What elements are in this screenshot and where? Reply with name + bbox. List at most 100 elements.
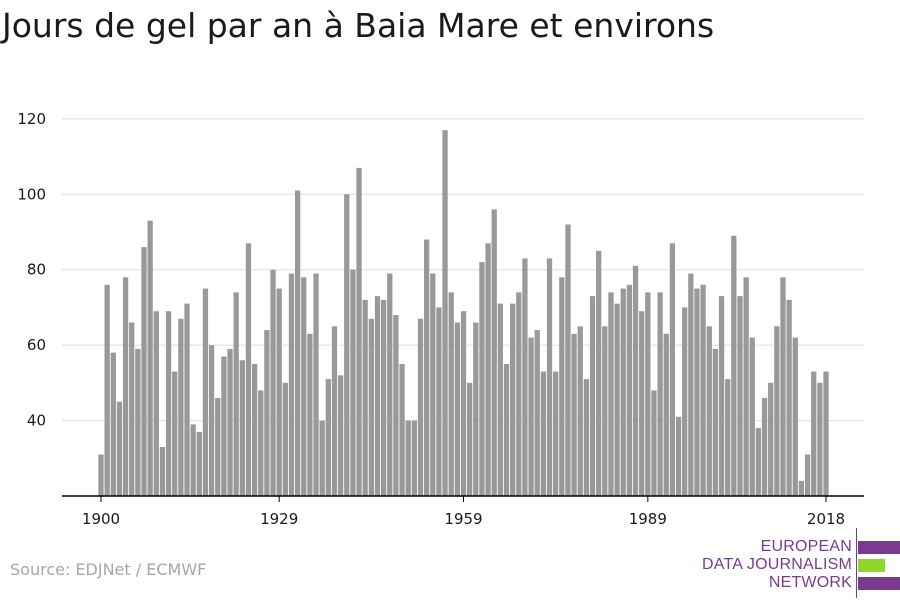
bar-1990 <box>651 390 657 496</box>
x-tick-label: 1929 <box>260 510 298 528</box>
bar-1962 <box>479 262 485 496</box>
bar-1933 <box>301 277 307 496</box>
bar-2009 <box>768 382 774 496</box>
bar-1926 <box>258 390 264 496</box>
bar-1938 <box>331 326 338 496</box>
source-note: Source: EDJNet / ECMWF <box>10 560 207 579</box>
bar-1953 <box>423 239 430 497</box>
bar-1966 <box>503 364 510 496</box>
bar-1979 <box>583 379 590 496</box>
bar-1976 <box>565 224 571 496</box>
bar-1917 <box>202 288 209 496</box>
bar-1992 <box>663 333 669 496</box>
x-tick-label: 2018 <box>807 510 845 528</box>
bar-1949 <box>399 364 405 496</box>
bar-2003 <box>731 235 737 496</box>
bar-1946 <box>380 299 387 496</box>
bar-1987 <box>632 265 639 496</box>
bar-1980 <box>589 296 596 496</box>
bar-1969 <box>522 258 528 496</box>
bar-1955 <box>436 307 442 496</box>
bar-1940 <box>344 194 350 497</box>
bar-1963 <box>485 243 491 496</box>
bar-1905 <box>129 322 135 496</box>
bar-1991 <box>657 292 663 496</box>
bar-1978 <box>577 326 583 496</box>
bar-1957 <box>448 292 454 496</box>
bar-1915 <box>190 424 196 496</box>
y-tick-label: 40 <box>27 412 46 430</box>
bar-1918 <box>208 345 215 496</box>
bar-1929 <box>276 288 282 496</box>
bar-1920 <box>221 356 227 496</box>
logo-line-2: DATA JOURNALISM <box>702 556 852 573</box>
y-tick-label: 100 <box>17 185 46 203</box>
bar-1913 <box>178 318 184 496</box>
bar-2002 <box>725 379 731 496</box>
bar-1960 <box>467 382 473 496</box>
bar-1909 <box>153 311 159 496</box>
bar-2008 <box>761 397 768 496</box>
bar-1914 <box>184 303 190 496</box>
bar-2006 <box>749 337 755 496</box>
bar-1941 <box>350 269 356 496</box>
bar-1910 <box>159 446 166 496</box>
bar-1931 <box>288 273 295 496</box>
bar-1996 <box>688 273 694 496</box>
bar-1935 <box>313 273 319 496</box>
bar-1958 <box>454 322 460 496</box>
bar-1911 <box>165 311 172 496</box>
bar-1942 <box>356 167 362 496</box>
bar-1983 <box>608 292 614 496</box>
logo-bar-green <box>858 559 885 572</box>
bar-2011 <box>780 277 786 496</box>
bar-2007 <box>755 428 762 496</box>
bar-1997 <box>694 288 700 496</box>
bar-1999 <box>706 326 712 496</box>
bar-1993 <box>669 243 676 496</box>
bar-1921 <box>227 348 233 496</box>
x-axis-ticks: 1900 1929 1959 1989 2018 <box>82 496 845 528</box>
y-tick-label: 60 <box>27 336 46 354</box>
bar-2000 <box>712 348 719 496</box>
bar-1950 <box>405 420 411 496</box>
bar-1965 <box>497 303 504 496</box>
x-tick-label: 1989 <box>629 510 667 528</box>
y-tick-label: 80 <box>27 261 46 279</box>
bar-1945 <box>374 296 381 496</box>
logo-bar-purple-bottom <box>858 577 900 590</box>
bar-1906 <box>135 348 141 496</box>
bar-1984 <box>614 303 620 496</box>
bar-1985 <box>620 288 626 496</box>
logo-divider <box>856 528 857 598</box>
bar-1994 <box>675 416 682 496</box>
bar-1936 <box>319 420 325 496</box>
logo-line-1: EUROPEAN <box>760 538 852 555</box>
edjnet-logo[interactable]: EUROPEAN DATA JOURNALISM NETWORK <box>702 528 900 598</box>
bar-1922 <box>233 292 239 496</box>
bar-1937 <box>325 379 331 496</box>
bar-1904 <box>122 277 129 496</box>
bar-1916 <box>196 431 202 496</box>
bar-1908 <box>147 220 153 496</box>
bar-1925 <box>251 364 258 496</box>
bar-1947 <box>387 273 393 496</box>
y-axis-ticks: 40 60 80 100 120 <box>17 110 46 430</box>
bar-1956 <box>442 130 448 496</box>
bar-2017 <box>817 382 823 496</box>
bar-1952 <box>417 318 424 496</box>
bar-1982 <box>602 326 608 496</box>
y-tick-label: 120 <box>17 110 46 128</box>
bar-1977 <box>571 333 577 496</box>
bar-1902 <box>110 352 116 496</box>
bar-1924 <box>245 243 252 496</box>
bar-1973 <box>546 258 553 496</box>
bar-1927 <box>264 330 270 496</box>
bar-1903 <box>116 401 123 496</box>
bar-1901 <box>104 284 110 496</box>
chart-title: Jours de gel par an à Baia Mare et envir… <box>2 6 715 45</box>
bar-2004 <box>737 296 743 496</box>
bar-1989 <box>645 292 651 496</box>
bar-1970 <box>528 337 534 496</box>
